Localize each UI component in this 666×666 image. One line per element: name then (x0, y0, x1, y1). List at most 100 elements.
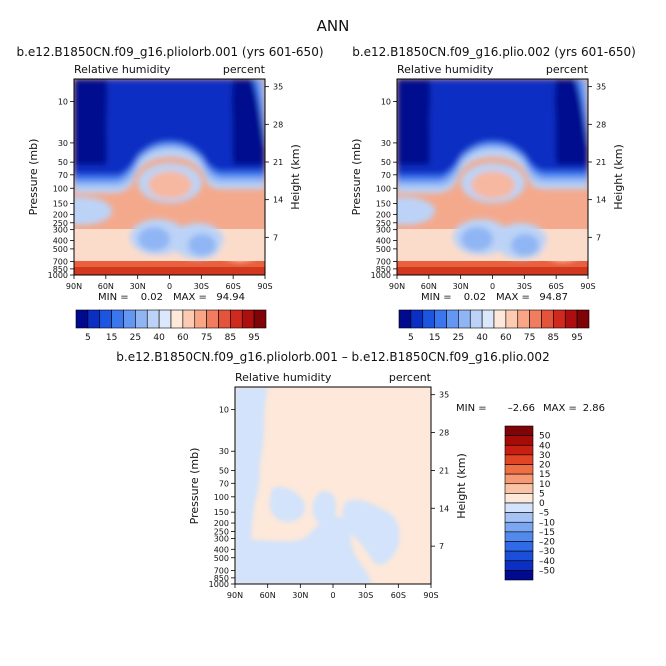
panel-1-xtick-label: 90N (66, 282, 82, 291)
panel-2-y-axis-label: Pressure (mb) (350, 139, 363, 216)
panel-2-colorbar-swatch (469, 309, 483, 329)
panel-1-ytick-label: 70 (58, 171, 68, 180)
panel-2-colorbar-swatch (529, 309, 542, 329)
panel-1-y-axis-label: Pressure (mb) (27, 139, 40, 216)
panel-2-colorbar-swatch (517, 309, 530, 329)
panel-1-ytick-label: 150 (53, 200, 68, 209)
panel-1-y2tick-label: 35 (273, 83, 283, 92)
panel-1-xtick-label: 0 (167, 282, 172, 291)
panel-3-y2tick-label: 21 (439, 466, 449, 475)
panel-1-colorbar-label: 25 (130, 333, 141, 343)
panel-1-title: b.e12.B1850CN.f09_g16.pliolorb.001 (yrs … (16, 45, 323, 59)
panel-3-colorbar-swatch (504, 464, 534, 475)
panel-2-y2tick-label: 14 (596, 196, 606, 205)
panel-2-ytick-label: 400 (376, 236, 391, 245)
panel-1-y2tick-label: 28 (273, 120, 283, 129)
panel-3-y2tick-label: 28 (439, 429, 449, 438)
panel-1-xtick-label: 30N (130, 282, 146, 291)
panel-2-ytick-label: 300 (376, 226, 391, 235)
panel-1-ytick-label: 200 (53, 210, 68, 219)
panel-3-ytick-label: 250 (214, 528, 229, 537)
panel-3-y2-axis-label: Height (km) (455, 453, 468, 519)
panel-1-left-label: Relative humidity (74, 63, 171, 76)
panel-2: b.e12.B1850CN.f09_g16.plio.002 (yrs 601-… (350, 45, 636, 343)
panel-3-colorbar-label: 10 (539, 480, 551, 490)
panel-3-colorbar-swatch (504, 550, 534, 562)
panel-2-xtick-label: 30S (517, 282, 532, 291)
panel-2-colorbar-swatch (564, 309, 578, 329)
panel-2-min-label: MIN = (421, 292, 452, 303)
panel-3-colorbar-swatch (504, 435, 534, 446)
panel-1-ytick-label: 500 (53, 245, 68, 254)
panel-2-left-label: Relative humidity (397, 63, 494, 76)
panel-2-xtick-label: 30N (453, 282, 469, 291)
panel-2-colorbar-label: 75 (524, 333, 535, 343)
panel-1-colorbar-swatch (170, 309, 184, 329)
panel-3-ytick-label: 700 (214, 566, 229, 575)
panel-2-ytick-label: 700 (376, 258, 391, 267)
panel-2-colorbar-label: 40 (476, 333, 488, 343)
panel-3-colorbar-label: –20 (539, 538, 555, 548)
panel-1-y2tick-label: 7 (273, 233, 278, 242)
panel-2-colorbar-label: 60 (500, 333, 512, 343)
panel-1-ytick-label: 300 (53, 226, 68, 235)
panel-3-max-value: 2.86 (583, 403, 605, 414)
panel-1-xtick-label: 90S (257, 282, 272, 291)
panel-1-colorbar-swatch (218, 309, 231, 329)
panel-2-colorbar-swatch (553, 309, 566, 329)
panel-1-colorbar-label: 75 (201, 333, 212, 343)
panel-2-ytick-label: 30 (381, 139, 391, 148)
panel-1-contour-field (52, 79, 265, 275)
panel-2-colorbar-swatch (410, 309, 424, 329)
panel-3-colorbar-swatch (504, 521, 534, 533)
panel-3-colorbar-label: 20 (539, 461, 551, 471)
panel-3-colorbar-label: 30 (539, 451, 551, 461)
panel-1-colorbar-label: 95 (248, 333, 259, 343)
panel-3-colorbar-label: 5 (539, 489, 545, 499)
panel-2-colorbar-swatch (541, 309, 554, 329)
panel-3-colorbar-swatch (504, 425, 534, 436)
panel-1: b.e12.B1850CN.f09_g16.pliolorb.001 (yrs … (16, 45, 323, 343)
panel-1-ytick-label: 250 (53, 219, 68, 228)
panel-3-ytick-label: 70 (219, 479, 229, 488)
panel-2-colorbar-swatch (422, 309, 435, 329)
panel-1-colorbar-swatch (241, 309, 255, 329)
panel-2-colorbar-swatch (446, 309, 459, 329)
panel-3-colorbar-label: 50 (539, 432, 551, 442)
panel-2-xtick-label: 60N (421, 282, 437, 291)
panel-2-y2tick-label: 28 (596, 120, 606, 129)
panel-1-ytick-label: 700 (53, 258, 68, 267)
panel-1-colorbar-swatch (158, 309, 172, 329)
panel-2-ytick-label: 50 (381, 158, 391, 167)
panel-2-colorbar-swatch (398, 309, 412, 329)
panel-1-ytick-label: 10 (58, 98, 68, 107)
panel-1-xtick-label: 30S (194, 282, 209, 291)
panel-3-colorbar-label: –15 (539, 528, 555, 538)
panel-3-left-label: Relative humidity (235, 371, 332, 384)
panel-3-colorbar-swatch (504, 531, 534, 542)
panel-1-max-value: 94.94 (216, 292, 245, 303)
panel-2-xtick-label: 90N (389, 282, 405, 291)
panel-3-colorbar-swatch (504, 473, 534, 485)
panel-3-ytick-label: 10 (219, 406, 229, 415)
panel-2-max-label: MAX = (496, 292, 530, 303)
panel-1-ytick-label: 30 (58, 139, 68, 148)
panel-3-contour-field (235, 387, 431, 584)
panel-2-ytick-label: 250 (376, 219, 391, 228)
panel-3-colorbar-swatch (504, 560, 534, 571)
panel-1-y2tick-label: 21 (273, 158, 283, 167)
panel-3-ytick-label: 300 (214, 534, 229, 543)
panel-1-colorbar-swatch (230, 309, 243, 329)
panel-1-colorbar-label: 85 (225, 333, 236, 343)
panel-3: b.e12.B1850CN.f09_g16.pliolorb.001 – b.e… (116, 350, 605, 600)
panel-3-xtick-label: 60S (391, 591, 406, 600)
panel-3-colorbar-label: –30 (539, 547, 555, 557)
panel-3-max-label: MAX = (543, 403, 577, 414)
panel-1-colorbar-swatch (123, 309, 136, 329)
panel-3-colorbar-label: 0 (539, 499, 545, 509)
panel-2-ytick-label: 500 (376, 245, 391, 254)
panel-2-colorbar-swatch (576, 309, 590, 329)
panel-2-colorbar-swatch (458, 309, 471, 329)
panel-1-y2-axis-label: Height (km) (289, 144, 302, 210)
panel-3-xtick-label: 90N (227, 591, 243, 600)
